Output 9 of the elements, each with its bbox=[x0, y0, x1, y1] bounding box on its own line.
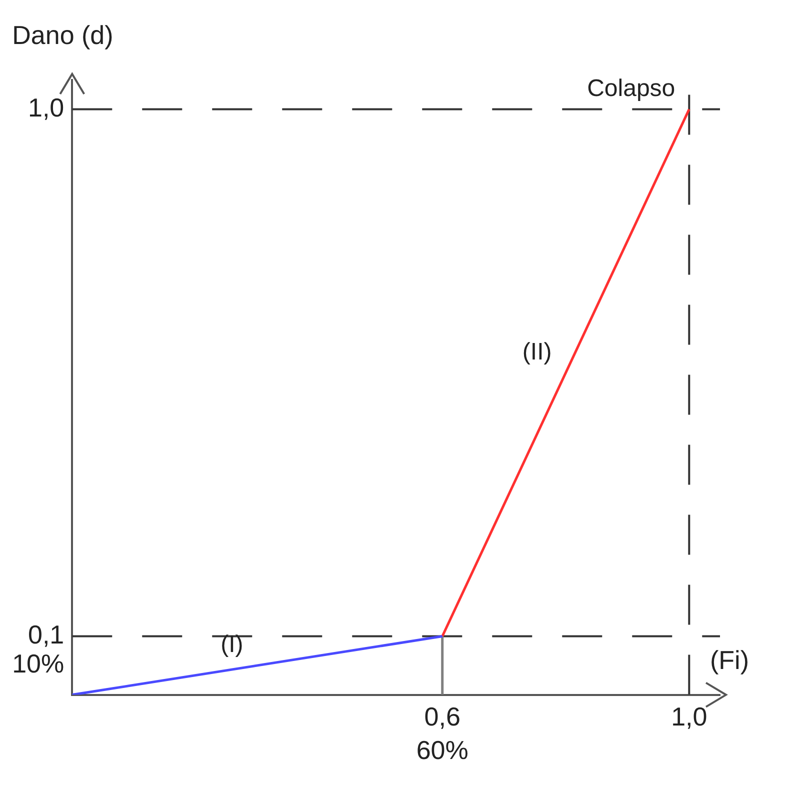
y-tick-label: 0,1 bbox=[28, 619, 64, 650]
y-axis-title: Dano (d) bbox=[12, 20, 114, 50]
ref-line-label: 10% bbox=[12, 648, 64, 678]
x-axis-title: (Fi) bbox=[710, 644, 749, 675]
annotation: Colapso bbox=[587, 74, 676, 102]
x-tick-label: 0,6 bbox=[424, 702, 460, 732]
annotation: (I) bbox=[220, 631, 244, 658]
annotation: (II) bbox=[522, 338, 552, 366]
text: 60% bbox=[416, 734, 468, 765]
